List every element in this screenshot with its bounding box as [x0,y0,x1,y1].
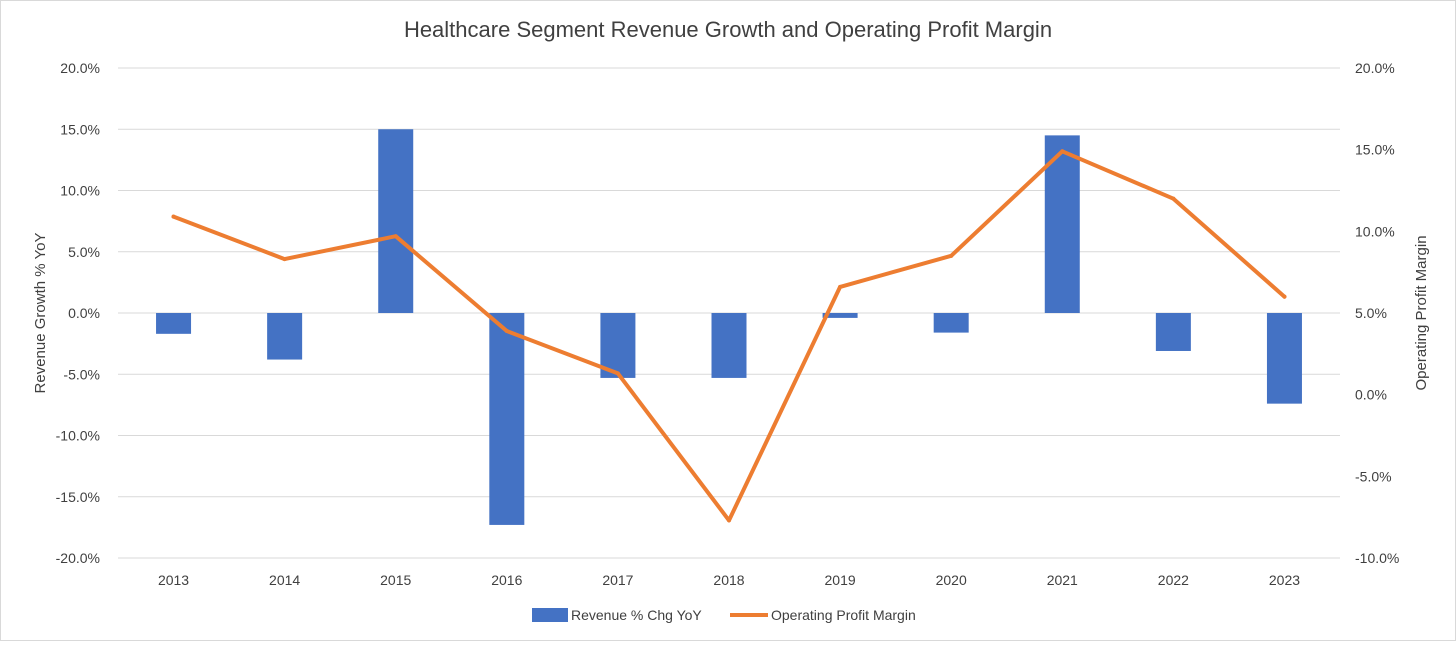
x-tick-label: 2021 [1047,572,1078,588]
margin-point-2015 [393,234,398,239]
x-tick-label: 2017 [602,572,633,588]
right-axis-ticks: 20.0% 15.0% 10.0% 5.0% 0.0% -5.0% -10.0% [1355,60,1399,566]
right-tick-label: 5.0% [1355,305,1387,321]
right-axis-title: Operating Profit Margin [1413,235,1430,390]
right-tick-label: 10.0% [1355,223,1395,239]
margin-point-2017 [615,371,620,376]
x-tick-label: 2023 [1269,572,1300,588]
margin-point-2018 [727,518,731,523]
margin-point-2022 [1171,196,1176,201]
right-tick-label: -10.0% [1355,550,1399,566]
left-tick-label: -10.0% [56,428,100,444]
legend-bar-swatch [532,608,568,622]
right-tick-label: 20.0% [1355,60,1395,76]
bar-2015 [378,129,414,313]
bar-2013 [156,313,192,334]
margin-point-2023 [1282,294,1287,299]
x-tick-label: 2018 [713,572,744,588]
left-tick-label: -20.0% [56,550,100,566]
right-tick-label: 15.0% [1355,142,1395,158]
margin-point-2013 [171,214,176,219]
left-tick-label: -5.0% [63,366,100,382]
legend-line-label: Operating Profit Margin [771,607,916,623]
bar-2014 [267,313,303,360]
x-axis-ticks: 2013 2014 2015 2016 2017 2018 2019 2020 2021 2022… [158,572,1300,588]
x-tick-label: 2014 [269,572,300,588]
legend: Revenue % Chg YoY Operating Profit Margi… [532,607,916,623]
bar-series [156,129,1302,525]
legend-bar-label: Revenue % Chg YoY [571,607,702,623]
left-tick-label: 5.0% [68,244,100,260]
x-tick-label: 2020 [936,572,967,588]
x-tick-label: 2019 [825,572,856,588]
left-tick-label: 20.0% [60,60,100,76]
left-tick-label: -15.0% [56,489,100,505]
margin-point-2021 [1060,149,1065,154]
margin-point-2020 [949,253,954,258]
right-tick-label: -5.0% [1355,468,1392,484]
x-tick-label: 2013 [158,572,189,588]
bar-2018 [711,313,747,378]
margin-point-2014 [282,257,287,262]
left-tick-label: 0.0% [68,305,100,321]
bar-2022 [1155,313,1191,351]
margin-point-2019 [838,284,843,289]
left-axis-title: Revenue Growth % YoY [32,233,49,394]
line-series [171,149,1287,523]
x-tick-label: 2022 [1158,572,1189,588]
bar-2019 [822,313,858,318]
bar-2016 [489,313,525,525]
left-axis-ticks: 20.0% 15.0% 10.0% 5.0% 0.0% -5.0% -10.0% -15.0%… [56,60,100,566]
right-tick-label: 0.0% [1355,387,1387,403]
x-tick-label: 2016 [491,572,522,588]
left-tick-label: 15.0% [60,121,100,137]
left-tick-label: 10.0% [60,183,100,199]
bar-2023 [1266,313,1302,404]
chart-title: Healthcare Segment Revenue Growth and Op… [404,17,1052,42]
bar-2020 [933,313,969,333]
margin-point-2016 [504,328,509,333]
x-tick-label: 2015 [380,572,411,588]
